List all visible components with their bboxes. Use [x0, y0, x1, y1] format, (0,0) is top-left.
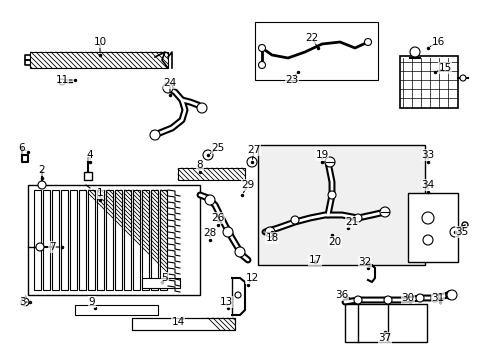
- Bar: [30, 52, 168, 68]
- Circle shape: [223, 227, 232, 237]
- Bar: [407, 193, 457, 262]
- Text: 16: 16: [430, 37, 444, 47]
- Text: 23: 23: [285, 75, 298, 85]
- Bar: [132, 318, 235, 330]
- Bar: [70, 190, 77, 290]
- Bar: [43, 190, 50, 290]
- Text: 29: 29: [241, 180, 254, 190]
- Text: 28: 28: [203, 228, 216, 238]
- Circle shape: [446, 290, 456, 300]
- Text: 13: 13: [219, 297, 232, 307]
- Text: 7: 7: [49, 242, 55, 252]
- Bar: [61, 190, 68, 290]
- Bar: [84, 172, 92, 180]
- Circle shape: [353, 296, 361, 304]
- Circle shape: [36, 243, 44, 251]
- Circle shape: [422, 235, 432, 245]
- Circle shape: [235, 247, 244, 257]
- Text: 3: 3: [19, 297, 25, 307]
- Bar: [79, 190, 86, 290]
- Text: 1: 1: [97, 188, 103, 198]
- Text: 24: 24: [163, 78, 176, 88]
- Circle shape: [353, 214, 361, 222]
- Circle shape: [38, 181, 46, 189]
- Bar: [133, 190, 140, 290]
- Text: 2: 2: [39, 165, 45, 175]
- Bar: [124, 190, 131, 290]
- Text: 12: 12: [245, 273, 258, 283]
- Text: 19: 19: [315, 150, 328, 160]
- Text: 31: 31: [430, 293, 444, 303]
- Text: 22: 22: [305, 33, 318, 43]
- Circle shape: [379, 207, 389, 217]
- Text: 20: 20: [328, 237, 341, 247]
- Circle shape: [203, 150, 213, 160]
- Text: 18: 18: [265, 233, 278, 243]
- Bar: [399, 56, 457, 108]
- Bar: [88, 190, 95, 290]
- Circle shape: [246, 157, 257, 167]
- Circle shape: [21, 298, 29, 306]
- Bar: [151, 190, 158, 290]
- Bar: [254, 22, 377, 80]
- Circle shape: [449, 227, 459, 237]
- Circle shape: [204, 195, 215, 205]
- Circle shape: [258, 62, 265, 68]
- Bar: [142, 190, 149, 290]
- Bar: [345, 304, 426, 342]
- Bar: [28, 185, 200, 295]
- Text: 33: 33: [421, 150, 434, 160]
- Text: 25: 25: [211, 143, 224, 153]
- Bar: [75, 305, 158, 315]
- Bar: [97, 190, 104, 290]
- Circle shape: [327, 191, 335, 199]
- Text: 27: 27: [247, 145, 260, 155]
- Text: 5: 5: [162, 273, 168, 283]
- Circle shape: [409, 47, 419, 57]
- Text: 32: 32: [358, 257, 371, 267]
- Text: 15: 15: [437, 63, 451, 73]
- Bar: [178, 168, 244, 180]
- Text: 30: 30: [401, 293, 414, 303]
- Bar: [106, 190, 113, 290]
- Circle shape: [258, 45, 265, 51]
- Bar: [115, 190, 122, 290]
- Circle shape: [459, 75, 465, 81]
- Circle shape: [421, 212, 433, 224]
- Text: 36: 36: [335, 290, 348, 300]
- Bar: [142, 278, 180, 288]
- Circle shape: [364, 39, 371, 45]
- Text: 35: 35: [454, 227, 468, 237]
- Text: 9: 9: [88, 297, 95, 307]
- Circle shape: [163, 83, 173, 93]
- Text: 37: 37: [378, 333, 391, 343]
- Circle shape: [430, 294, 438, 302]
- Bar: [132, 318, 235, 330]
- Circle shape: [325, 157, 334, 167]
- Text: 10: 10: [93, 37, 106, 47]
- Bar: [52, 190, 59, 290]
- Circle shape: [383, 296, 391, 304]
- Circle shape: [197, 103, 206, 113]
- Circle shape: [59, 79, 65, 85]
- Text: 21: 21: [345, 217, 358, 227]
- Circle shape: [415, 294, 423, 302]
- Text: 11: 11: [55, 75, 68, 85]
- Circle shape: [150, 130, 160, 140]
- Text: 4: 4: [86, 150, 93, 160]
- Bar: [160, 190, 167, 290]
- Text: 17: 17: [308, 255, 321, 265]
- Text: 26: 26: [211, 213, 224, 223]
- Bar: [258, 145, 424, 265]
- Text: 14: 14: [171, 317, 184, 327]
- Text: 8: 8: [196, 160, 203, 170]
- Bar: [34, 190, 41, 290]
- Text: 6: 6: [19, 143, 25, 153]
- Circle shape: [290, 216, 298, 224]
- Circle shape: [264, 227, 274, 237]
- Text: 34: 34: [421, 180, 434, 190]
- Circle shape: [235, 292, 241, 298]
